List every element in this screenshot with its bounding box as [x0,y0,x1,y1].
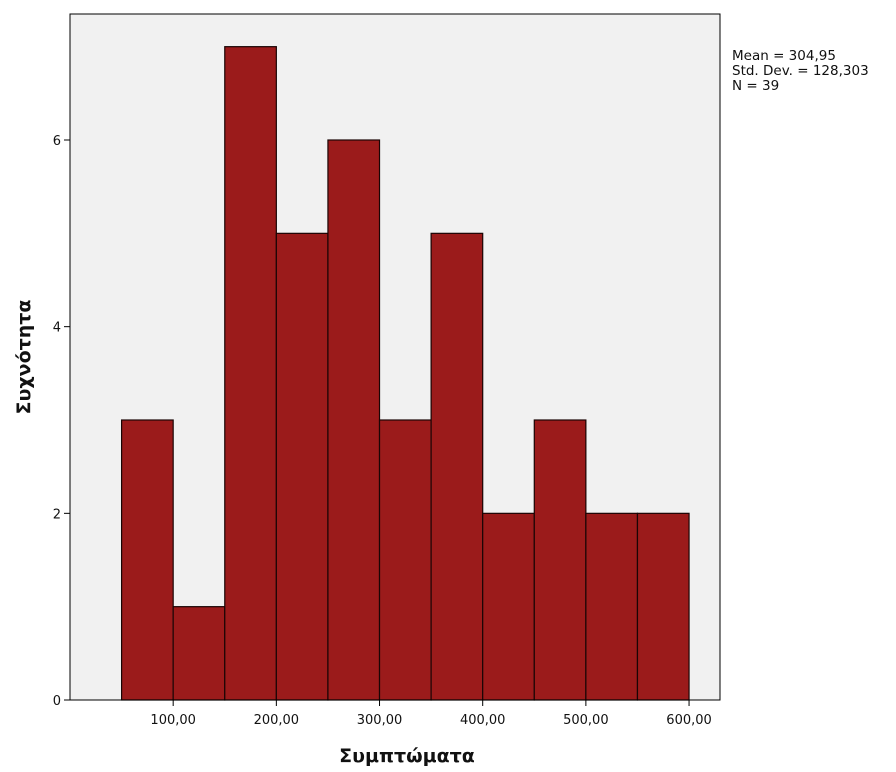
y-tick-label: 6 [53,134,61,149]
stat-n: N = 39 [732,78,780,94]
x-tick-label: 300,00 [357,713,403,728]
x-axis-title: Συμπτώματα [339,745,475,767]
histogram-bar-2 [172,606,226,701]
x-tick-label: 100,00 [150,713,196,728]
histogram-bar-3 [224,46,277,701]
x-tick-label: 400,00 [460,713,506,728]
histogram-bar-6 [378,419,432,701]
stats-legend: Mean = 304,95 Std. Dev. = 128,303 N = 39 [732,49,869,94]
x-tick-label: 200,00 [254,713,300,728]
y-tick-label: 4 [53,321,61,336]
histogram-bar-8 [482,512,535,701]
y-tick-label: 2 [53,507,61,522]
x-axis-ticks: 100,00 200,00 300,00 400,00 500,00 600,00 [150,700,712,728]
y-axis-title: Συχνότητα [13,300,35,415]
histogram-bar-7 [430,232,484,701]
y-axis-ticks: 0 2 4 6 [53,134,70,709]
histogram-bar-5 [327,139,381,701]
histogram-bar-1 [120,419,174,701]
histogram-bar-4 [275,232,329,701]
histogram-bar-11 [636,512,690,701]
stat-std-dev: Std. Dev. = 128,303 [732,63,869,79]
x-tick-label: 600,00 [666,713,712,728]
histogram-bar-9 [533,419,587,701]
y-tick-label: 0 [53,694,61,709]
x-tick-label: 500,00 [563,713,609,728]
stat-mean: Mean = 304,95 [732,48,836,64]
histogram-bar-10 [585,512,639,701]
bars-group [120,46,690,701]
